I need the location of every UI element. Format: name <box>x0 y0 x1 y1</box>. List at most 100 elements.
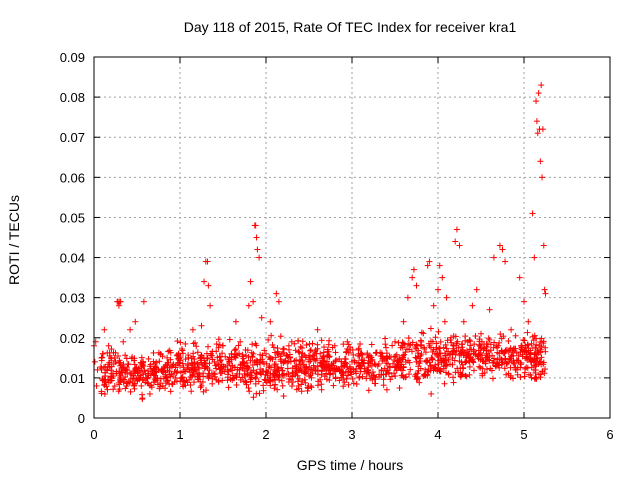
data-point <box>464 338 471 345</box>
data-point <box>260 382 267 389</box>
data-point <box>124 370 131 377</box>
data-point <box>357 341 364 348</box>
data-point <box>256 254 263 261</box>
data-point <box>173 369 180 376</box>
data-point <box>525 318 532 325</box>
data-point <box>312 367 319 374</box>
data-point <box>106 349 113 356</box>
data-point <box>323 366 330 373</box>
data-point <box>281 345 288 352</box>
data-point <box>293 386 300 393</box>
data-point <box>289 379 296 386</box>
data-point <box>514 371 521 378</box>
data-point <box>407 366 414 373</box>
data-point <box>451 357 458 364</box>
data-point <box>531 362 538 369</box>
data-point <box>344 364 351 371</box>
data-point <box>240 359 247 366</box>
data-point <box>540 242 547 249</box>
data-point <box>272 368 279 375</box>
data-point <box>138 382 145 389</box>
data-point <box>158 367 165 374</box>
data-point <box>406 359 413 366</box>
data-point <box>404 294 411 301</box>
data-point <box>357 365 364 372</box>
data-point <box>126 369 133 376</box>
data-point <box>450 342 457 349</box>
data-point <box>345 381 352 388</box>
data-point <box>356 374 363 381</box>
data-point <box>91 358 98 365</box>
data-point <box>541 286 548 293</box>
data-point <box>372 380 379 387</box>
data-point <box>112 349 119 356</box>
data-point <box>511 345 518 352</box>
data-point <box>274 345 281 352</box>
data-point <box>401 341 408 348</box>
data-points <box>91 82 549 403</box>
data-point <box>291 358 298 365</box>
data-point <box>443 294 450 301</box>
data-point <box>94 366 101 373</box>
data-point <box>432 350 439 357</box>
data-point <box>225 384 232 391</box>
data-point <box>532 350 539 357</box>
data-point <box>396 384 403 391</box>
data-point <box>391 357 398 364</box>
data-point <box>424 262 431 269</box>
data-point <box>513 357 520 364</box>
data-point <box>204 355 211 362</box>
data-point <box>108 354 115 361</box>
data-point <box>247 278 254 285</box>
data-point <box>179 347 186 354</box>
data-point <box>422 349 429 356</box>
data-point <box>178 375 185 382</box>
data-point <box>381 365 388 372</box>
data-point <box>321 373 328 380</box>
data-point <box>173 362 180 369</box>
data-point <box>318 381 325 388</box>
data-point <box>248 349 255 356</box>
data-point <box>142 379 149 386</box>
data-point <box>207 350 214 357</box>
data-point <box>310 362 317 369</box>
data-point <box>367 352 374 359</box>
data-point <box>378 350 385 357</box>
data-point <box>532 363 539 370</box>
data-point <box>521 337 528 344</box>
data-point <box>418 329 425 336</box>
data-point <box>222 353 229 360</box>
data-point <box>406 346 413 353</box>
data-point <box>436 262 443 269</box>
data-point <box>324 348 331 355</box>
data-point <box>402 374 409 381</box>
data-point <box>473 286 480 293</box>
data-point <box>374 362 381 369</box>
data-point <box>499 246 506 253</box>
data-point <box>142 370 149 377</box>
data-point <box>529 210 536 217</box>
data-point <box>505 337 512 344</box>
data-point <box>341 355 348 362</box>
data-point <box>527 371 534 378</box>
data-point <box>132 318 139 325</box>
data-point <box>516 274 523 281</box>
data-point <box>453 347 460 354</box>
data-point <box>445 370 452 377</box>
data-point <box>137 359 144 366</box>
data-point <box>276 377 283 384</box>
data-point <box>528 374 535 381</box>
data-point <box>139 391 146 398</box>
data-point <box>117 362 124 369</box>
data-point <box>309 353 316 360</box>
data-point <box>340 376 347 383</box>
data-point <box>303 342 310 349</box>
data-point <box>438 357 445 364</box>
data-point <box>483 366 490 373</box>
data-point <box>527 358 534 365</box>
data-point <box>120 361 127 368</box>
data-point <box>500 333 507 340</box>
data-point <box>122 374 129 381</box>
data-point <box>206 360 213 367</box>
data-point <box>521 347 528 354</box>
